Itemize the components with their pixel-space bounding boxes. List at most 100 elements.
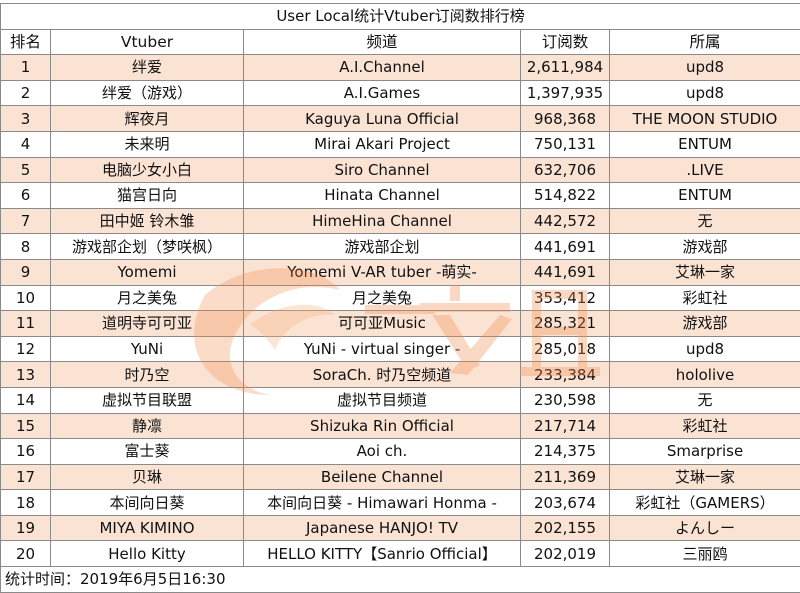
cell-affiliation: 无 [608,386,800,414]
cell-rank: 8 [0,233,51,260]
table-title: User Local统计Vtuber订阅数排行榜 [0,3,800,30]
cell-subscribers: 353,412 [520,284,610,312]
cell-vtuber: 未来明 [50,130,244,158]
cell-subscribers: 217,714 [520,412,610,440]
cell-affiliation: ENTUM [608,182,800,209]
cell-vtuber: 贝琳 [50,463,244,491]
cell-subscribers: 230,598 [520,386,610,414]
cell-vtuber: 绊爱（游戏） [50,79,244,107]
table-row: 15 静凛 Shizuka Rin Official 217,714 彩虹社 [0,412,800,440]
cell-vtuber: Yomemi [50,258,244,286]
cell-vtuber: 时乃空 [50,361,244,388]
cell-vtuber: 月之美兔 [50,284,244,312]
cell-rank: 20 [0,540,51,568]
cell-rank: 11 [0,310,51,337]
cell-channel: HELLO KITTY【Sanrio Official】 [243,540,521,568]
cell-subscribers: 233,384 [520,361,610,388]
cell-rank: 2 [0,79,51,107]
table-row: 4 未来明 Mirai Akari Project 750,131 ENTUM [0,130,800,158]
cell-rank: 19 [0,514,51,542]
cell-rank: 3 [0,105,51,132]
header-rank: 排名 [0,28,51,56]
cell-channel: A.I.Channel [243,54,521,81]
cell-vtuber: 道明寺可可亚 [50,310,244,337]
table-row: 8 游戏部企划（梦咲枫） 游戏部企划 441,691 游戏部 [0,233,800,260]
cell-affiliation: 彩虹社 [608,412,800,440]
header-row: 排名 Vtuber 频道 订阅数 所属 [0,28,800,56]
cell-affiliation: upd8 [608,335,800,363]
cell-rank: 7 [0,207,51,235]
cell-channel: Aoi ch. [243,438,521,465]
table-row: 12 YuNi YuNi - virtual singer -285,018 upd8 [0,335,800,363]
cell-affiliation: .LIVE [608,156,800,184]
table-row: 10 月之美兔 月之美兔 353,412 彩虹社 [0,284,800,312]
cell-affiliation: よんしー [608,514,800,542]
cell-channel: Mirai Akari Project [243,130,521,158]
cell-channel: Beilene Channel [243,463,521,491]
cell-vtuber: MIYA KIMINO [50,514,244,542]
header-channel: 频道 [243,28,521,56]
table-row: 14 虚拟节目联盟 虚拟节目频道 230,598 无 [0,386,800,414]
cell-affiliation: 游戏部 [608,310,800,337]
cell-affiliation: upd8 [608,54,800,81]
cell-vtuber: 游戏部企划（梦咲枫） [50,233,244,260]
header-vtuber: Vtuber [50,28,244,56]
table-row: 13 时乃空 SoraCh. 时乃空频道 233,384 hololive [0,361,800,388]
cell-rank: 9 [0,258,51,286]
cell-vtuber: 电脑少女小白 [50,156,244,184]
cell-affiliation: 艾琳一家 [608,463,800,491]
cell-affiliation: ENTUM [608,130,800,158]
cell-channel: Kaguya Luna Official [243,105,521,132]
cell-subscribers: 202,019 [520,540,610,568]
cell-affiliation: upd8 [608,79,800,107]
cell-subscribers: 968,368 [520,105,610,132]
cell-rank: 5 [0,156,51,184]
cell-vtuber: Hello Kitty [50,540,244,568]
cell-subscribers: 285,321 [520,310,610,337]
cell-channel: 可可亚Music [243,310,521,337]
cell-subscribers: 211,369 [520,463,610,491]
stats-time: 统计时间：2019年6月5日16:30 [0,566,800,593]
cell-channel: 游戏部企划 [243,233,521,260]
cell-vtuber: 田中姬 铃木雏 [50,207,244,235]
header-affiliation: 所属 [608,28,800,56]
cell-affiliation: Smarprise [608,438,800,465]
cell-subscribers: 632,706 [520,156,610,184]
table-row: 20 Hello Kitty HELLO KITTY【Sanrio Official… [0,540,800,568]
cell-channel: 虚拟节目频道 [243,386,521,414]
cell-affiliation: 无 [608,207,800,235]
cell-subscribers: 750,131 [520,130,610,158]
table-row: 6 猫宫日向 Hinata Channel 514,822 ENTUM [0,182,800,209]
cell-rank: 1 [0,54,51,81]
cell-channel: YuNi - virtual singer - [243,335,521,363]
header-subscribers: 订阅数 [520,28,610,56]
cell-vtuber: 虚拟节目联盟 [50,386,244,414]
cell-subscribers: 202,155 [520,514,610,542]
cell-vtuber: 绊爱 [50,54,244,81]
cell-vtuber: YuNi [50,335,244,363]
cell-subscribers: 203,674 [520,489,610,516]
table-row: 9 Yomemi Yomemi V-AR tuber -萌实- 441,691 艾琳一家 [0,258,800,286]
cell-affiliation: THE MOON STUDIO [608,105,800,132]
table-row: 19 MIYA KIMINO Japanese HANJO! TV 202,155 よん… [0,514,800,542]
table-row: 18 本间向日葵 本间向日葵 - Himawari Honma -203,674 彩虹… [0,489,800,516]
cell-channel: HimeHina Channel [243,207,521,235]
cell-affiliation: 游戏部 [608,233,800,260]
cell-vtuber: 辉夜月 [50,105,244,132]
cell-rank: 15 [0,412,51,440]
cell-subscribers: 442,572 [520,207,610,235]
table-row: 3 辉夜月 Kaguya Luna Official 968,368 THE MOON … [0,105,800,132]
cell-affiliation: 彩虹社 [608,284,800,312]
cell-channel: Japanese HANJO! TV [243,514,521,542]
cell-subscribers: 1,397,935 [520,79,610,107]
cell-vtuber: 猫宫日向 [50,182,244,209]
title-row: User Local统计Vtuber订阅数排行榜 [0,3,800,30]
cell-vtuber: 富士葵 [50,438,244,465]
cell-subscribers: 514,822 [520,182,610,209]
cell-rank: 10 [0,284,51,312]
cell-channel: Siro Channel [243,156,521,184]
cell-rank: 14 [0,386,51,414]
cell-channel: A.I.Games [243,79,521,107]
table-row: 11 道明寺可可亚 可可亚Music 285,321 游戏部 [0,310,800,337]
